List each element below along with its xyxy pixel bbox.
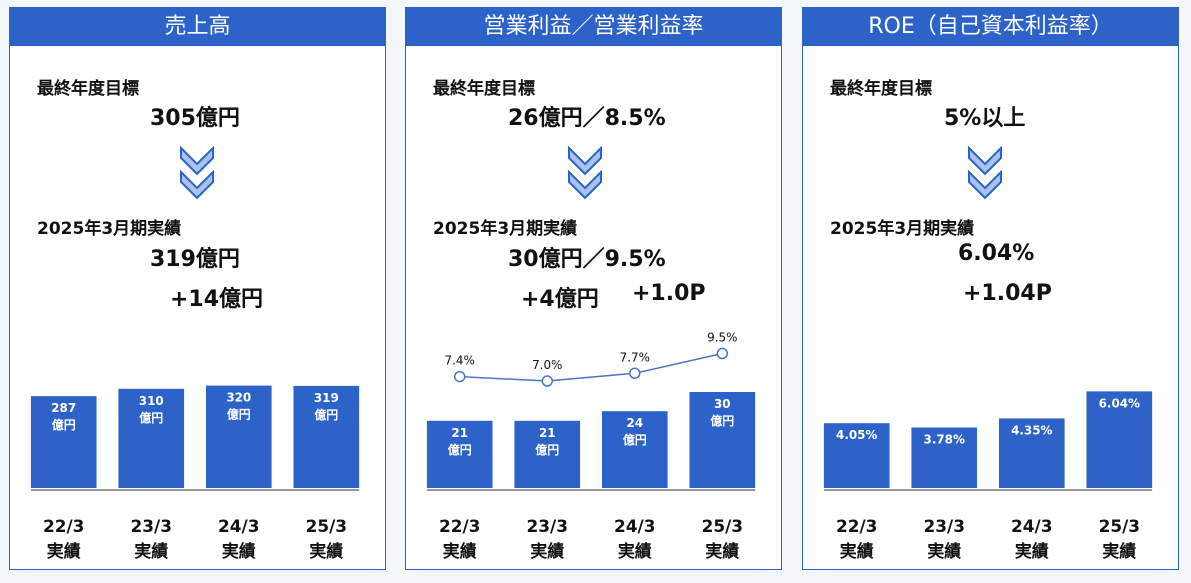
- category-label: 実績: [47, 541, 81, 561]
- chevron-down-icon: [568, 145, 602, 200]
- operating-profit-chart: 21 億円 22/3 実績 21 億円 23/3 実績 24 億円 24/3 実績 30 億円 25/3 実績…: [426, 330, 756, 561]
- line-point: [541, 375, 553, 387]
- bar: [689, 392, 756, 488]
- panel-title: 売上高: [10, 8, 385, 46]
- bar-label: 億円: [52, 417, 76, 432]
- line-label: 7.0%: [532, 358, 562, 372]
- bar: [514, 420, 581, 488]
- bar: [601, 411, 668, 488]
- result-value: 6.04%: [958, 241, 1035, 266]
- operating-profit-panel: 営業利益／営業利益率 最終年度目標 26億円／8.5% 2025年3月期実績 3…: [405, 7, 782, 570]
- category-label: 22/3: [439, 516, 480, 536]
- bar: [118, 388, 185, 488]
- bar-label: 億円: [448, 442, 472, 457]
- bar-label: 3.78%: [924, 432, 965, 446]
- category-label: 25/3: [306, 516, 347, 536]
- panel-title: ROE（自己資本利益率）: [803, 8, 1178, 46]
- target-value: 26億円／8.5%: [508, 106, 666, 131]
- bar-label: 21: [539, 426, 556, 440]
- bar-label: 319: [314, 391, 339, 405]
- category-label: 25/3: [702, 516, 743, 536]
- diff-value: +14億円: [170, 287, 264, 312]
- diff-value: +1.04P: [963, 281, 1052, 306]
- category-label: 実績: [1015, 541, 1049, 561]
- bar-label: 億円: [623, 432, 647, 447]
- chevron-down-icon: [968, 145, 1002, 200]
- bar: [205, 385, 272, 488]
- line-series: [459, 352, 723, 382]
- category-label: 実績: [618, 541, 652, 561]
- bar-label: 287: [51, 401, 76, 415]
- category-label: 22/3: [836, 516, 877, 536]
- line-label: 7.7%: [620, 350, 650, 364]
- bar-label: 320: [226, 391, 251, 405]
- category-label: 22/3: [43, 516, 84, 536]
- bar-label: 310: [139, 394, 164, 408]
- bar-label: 億円: [535, 442, 559, 457]
- category-label: 23/3: [924, 516, 965, 536]
- roe-chart: 4.05% 22/3 実績 3.78% 23/3 実績 4.35% 24/3 実績 6.04% 25…: [823, 391, 1153, 561]
- category-label: 実績: [134, 541, 168, 561]
- line-label: 7.4%: [445, 354, 475, 368]
- bar-label: 4.35%: [1011, 423, 1052, 437]
- category-label: 実績: [222, 541, 256, 561]
- bar: [823, 423, 890, 488]
- result-value: 30億円／9.5%: [508, 247, 666, 272]
- category-label: 実績: [1102, 541, 1136, 561]
- bar: [30, 396, 97, 488]
- sales-panel: 売上高 最終年度目標 305億円 2025年3月期実績 319億円 +14億円 …: [9, 7, 386, 570]
- target-label: 最終年度目標: [830, 79, 932, 99]
- target-value: 5%以上: [944, 106, 1026, 131]
- category-label: 実績: [705, 541, 739, 561]
- bar-label: 21: [451, 426, 468, 440]
- sales-chart: 287 億円 22/3 実績 310 億円 23/3 実績 320 億円 24/3 実績 319 億円 25…: [30, 385, 360, 561]
- bar: [293, 385, 360, 488]
- bar-label: 億円: [314, 407, 338, 422]
- category-label: 実績: [309, 541, 343, 561]
- category-label: 24/3: [1011, 516, 1052, 536]
- category-label: 実績: [840, 541, 874, 561]
- roe-panel: ROE（自己資本利益率） 最終年度目標 5%以上 2025年3月期実績 6.04…: [802, 7, 1179, 570]
- category-label: 23/3: [131, 516, 172, 536]
- result-label: 2025年3月期実績: [37, 219, 182, 239]
- line-label: 9.5%: [707, 330, 737, 344]
- bar-label: 24: [626, 416, 643, 430]
- bar-label: 4.05%: [836, 428, 877, 442]
- line-point: [453, 370, 466, 383]
- chevron-down-icon: [180, 145, 214, 200]
- category-label: 24/3: [218, 516, 259, 536]
- bar-label: 億円: [139, 410, 163, 425]
- target-label: 最終年度目標: [433, 79, 535, 99]
- bar: [911, 427, 978, 488]
- result-label: 2025年3月期実績: [433, 219, 578, 239]
- bar-label: 億円: [227, 407, 251, 422]
- result-value: 319億円: [150, 247, 240, 272]
- category-label: 実績: [927, 541, 961, 561]
- category-label: 実績: [443, 541, 477, 561]
- diff-rate: +1.0P: [632, 281, 706, 306]
- bar: [1086, 391, 1153, 488]
- bar-label: 億円: [710, 413, 734, 428]
- target-label: 最終年度目標: [37, 79, 139, 99]
- category-label: 24/3: [614, 516, 655, 536]
- bar-label: 6.04%: [1099, 396, 1140, 410]
- category-label: 23/3: [527, 516, 568, 536]
- category-label: 25/3: [1099, 516, 1140, 536]
- bar-label: 30: [714, 397, 731, 411]
- line-point: [716, 347, 729, 360]
- diff-value: +4億円: [521, 287, 599, 312]
- bar: [426, 420, 493, 488]
- category-label: 実績: [530, 541, 564, 561]
- bar: [998, 418, 1065, 488]
- result-label: 2025年3月期実績: [830, 219, 975, 239]
- panel-title: 営業利益／営業利益率: [406, 8, 781, 46]
- target-value: 305億円: [150, 106, 240, 131]
- line-point: [629, 367, 641, 380]
